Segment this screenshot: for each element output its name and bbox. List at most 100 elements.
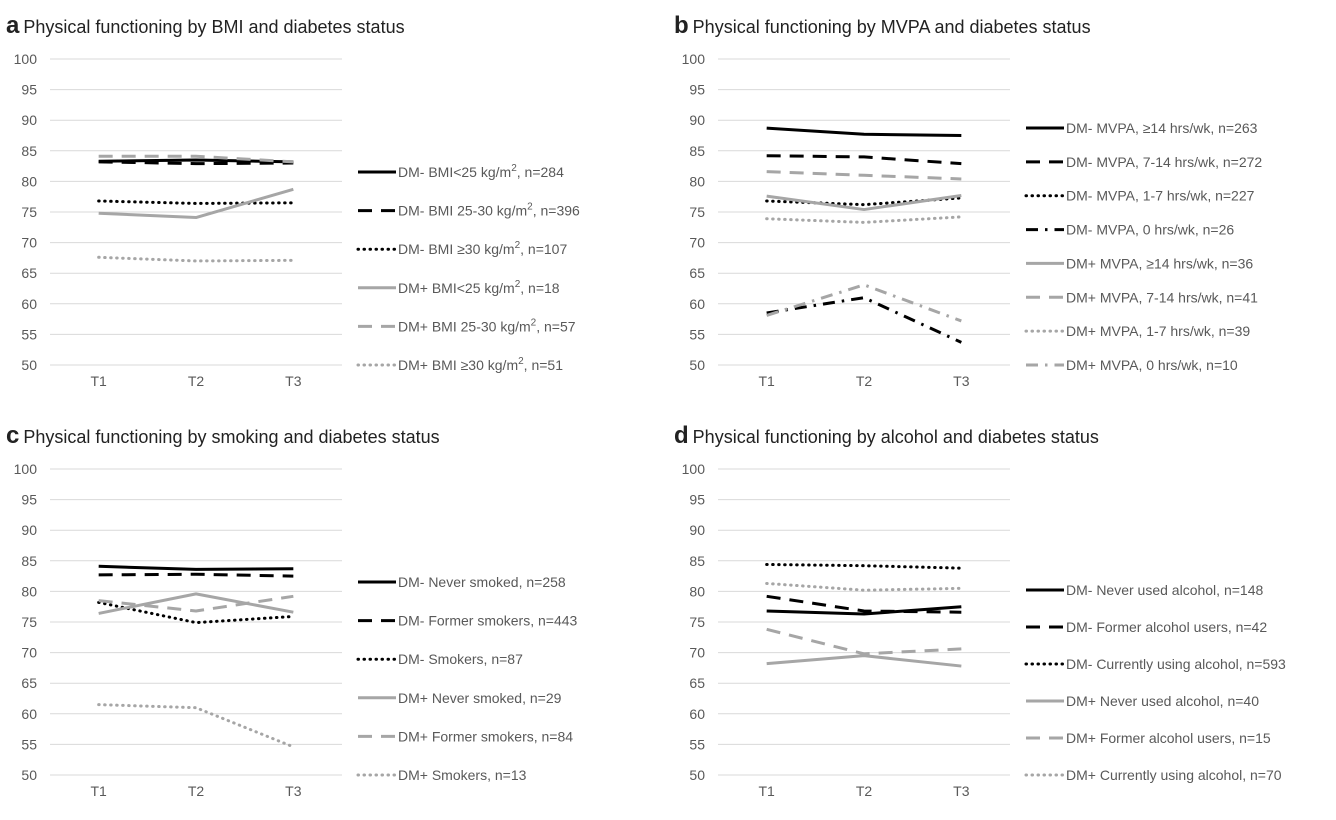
y-tick-label: 55 — [21, 736, 37, 752]
series-line — [766, 627, 962, 656]
panel-title: Physical functioning by alcohol and diab… — [692, 427, 1099, 447]
x-tick-label: T1 — [758, 373, 775, 389]
panel-title: Physical functioning by MVPA and diabete… — [692, 17, 1091, 37]
series-line — [766, 154, 962, 166]
chart-panel-a: 50 55 60 65 70 75 80 85 90 95 100 T1 T2 T3 DM- BMI<25 … — [0, 0, 668, 410]
y-tick-label: 90 — [689, 522, 705, 538]
panel-letter: a — [6, 12, 20, 39]
legend-label: DM+ Former smokers, n=84 — [398, 728, 573, 744]
chart-svg: 50 55 60 65 70 75 80 85 90 95 100 T1 T2 T3 DM- Never u… — [682, 461, 1286, 799]
series-line — [98, 564, 294, 571]
x-tick-label: T2 — [188, 783, 205, 799]
series-line — [98, 154, 294, 164]
y-tick-label: 50 — [689, 767, 705, 783]
legend-label: DM+ MVPA, ≥14 hrs/wk, n=36 — [1066, 255, 1253, 271]
legend-label: DM- MVPA, 7-14 hrs/wk, n=272 — [1066, 154, 1262, 170]
chart-title: b Physical functioning by MVPA and diabet… — [674, 12, 1091, 40]
series-line — [97, 703, 295, 749]
legend-label: DM+ Never used alcohol, n=40 — [1066, 693, 1259, 709]
panel-letter: c — [6, 422, 20, 449]
y-tick-label: 70 — [21, 235, 37, 251]
y-tick-label: 50 — [689, 357, 705, 373]
y-tick-label: 70 — [21, 645, 37, 661]
series-line — [98, 592, 294, 615]
x-tick-label: T1 — [90, 783, 107, 799]
y-tick-label: 95 — [21, 82, 37, 98]
legend-label: DM- Never used alcohol, n=148 — [1066, 582, 1263, 598]
legend-label: DM+ Former alcohol users, n=15 — [1066, 730, 1271, 746]
series-line — [765, 581, 963, 592]
x-tick-label: T2 — [856, 783, 873, 799]
panel-title: Physical functioning by smoking and diab… — [23, 427, 440, 447]
series-line — [765, 215, 963, 224]
y-tick-label: 65 — [21, 675, 37, 691]
chart-title: d Physical functioning by alcohol and dia… — [674, 422, 1099, 450]
y-tick-label: 70 — [689, 235, 705, 251]
chart-svg: 50 55 60 65 70 75 80 85 90 95 100 T1 T2 T3 DM- MVPA, ≥… — [682, 51, 1263, 389]
series-line — [766, 605, 962, 616]
legend-label: DM- BMI 25-30 kg/m2, n=396 — [398, 202, 580, 219]
series-line — [766, 296, 962, 344]
legend-label: DM+ MVPA, 1-7 hrs/wk, n=39 — [1066, 323, 1250, 339]
y-tick-label: 100 — [682, 51, 706, 67]
legend-label: DM- Former alcohol users, n=42 — [1066, 619, 1267, 635]
series-line — [766, 126, 962, 137]
y-tick-label: 85 — [21, 143, 37, 159]
series-line — [98, 594, 294, 613]
y-tick-label: 90 — [689, 112, 705, 128]
legend-label: DM+ BMI<25 kg/m2, n=18 — [398, 279, 560, 296]
y-tick-label: 50 — [21, 767, 37, 783]
y-tick-label: 75 — [21, 204, 37, 220]
y-tick-label: 80 — [21, 173, 37, 189]
y-tick-label: 85 — [21, 553, 37, 569]
legend-label: DM+ BMI 25-30 kg/m2, n=57 — [398, 317, 576, 334]
y-tick-label: 50 — [21, 357, 37, 373]
y-tick-label: 65 — [689, 675, 705, 691]
y-tick-label: 60 — [21, 296, 37, 312]
y-tick-label: 55 — [689, 736, 705, 752]
series-line — [97, 199, 295, 205]
legend-label: DM+ BMI ≥30 kg/m2, n=51 — [398, 356, 563, 373]
y-tick-label: 85 — [689, 553, 705, 569]
x-tick-label: T3 — [285, 783, 302, 799]
y-tick-label: 95 — [689, 82, 705, 98]
legend-label: DM- MVPA, 1-7 hrs/wk, n=227 — [1066, 188, 1255, 204]
y-tick-label: 55 — [689, 326, 705, 342]
legend-label: DM- Currently using alcohol, n=593 — [1066, 656, 1286, 672]
x-tick-label: T3 — [285, 373, 302, 389]
y-tick-label: 75 — [21, 614, 37, 630]
y-tick-label: 95 — [689, 492, 705, 508]
series-line — [766, 594, 962, 614]
y-tick-label: 75 — [689, 614, 705, 630]
y-tick-label: 60 — [21, 706, 37, 722]
legend-label: DM- Former smokers, n=443 — [398, 613, 578, 629]
legend-label: DM+ Currently using alcohol, n=70 — [1066, 767, 1282, 783]
chart-svg: 50 55 60 65 70 75 80 85 90 95 100 T1 T2 T3 DM- Never s… — [14, 461, 578, 799]
chart-title: c Physical functioning by smoking and dia… — [6, 422, 440, 450]
y-tick-label: 65 — [21, 265, 37, 281]
series-line — [98, 187, 294, 220]
chart-panel-c: 50 55 60 65 70 75 80 85 90 95 100 T1 T2 T3 DM- Never s… — [0, 410, 668, 820]
chart-panel-b: 50 55 60 65 70 75 80 85 90 95 100 T1 T2 T3 DM- MVPA, ≥… — [668, 0, 1336, 410]
series-line — [766, 654, 962, 668]
y-tick-label: 80 — [689, 583, 705, 599]
y-tick-label: 80 — [21, 583, 37, 599]
series-line — [766, 283, 962, 323]
panel-title: Physical functioning by BMI and diabetes… — [23, 17, 405, 37]
legend-label: DM- MVPA, 0 hrs/wk, n=26 — [1066, 222, 1234, 238]
y-tick-label: 80 — [689, 173, 705, 189]
legend-label: DM+ MVPA, 7-14 hrs/wk, n=41 — [1066, 289, 1258, 305]
series-line — [766, 193, 962, 212]
y-tick-label: 90 — [21, 522, 37, 538]
panel-letter: b — [674, 12, 689, 39]
series-line — [97, 255, 295, 263]
y-tick-label: 100 — [14, 461, 38, 477]
x-tick-label: T2 — [188, 373, 205, 389]
y-tick-label: 100 — [682, 461, 706, 477]
x-tick-label: T3 — [953, 373, 970, 389]
panel-letter: d — [674, 422, 689, 449]
legend-label: DM- BMI ≥30 kg/m2, n=107 — [398, 240, 567, 257]
x-tick-label: T3 — [953, 783, 970, 799]
x-tick-label: T1 — [90, 373, 107, 389]
legend-label: DM- Never smoked, n=258 — [398, 574, 566, 590]
